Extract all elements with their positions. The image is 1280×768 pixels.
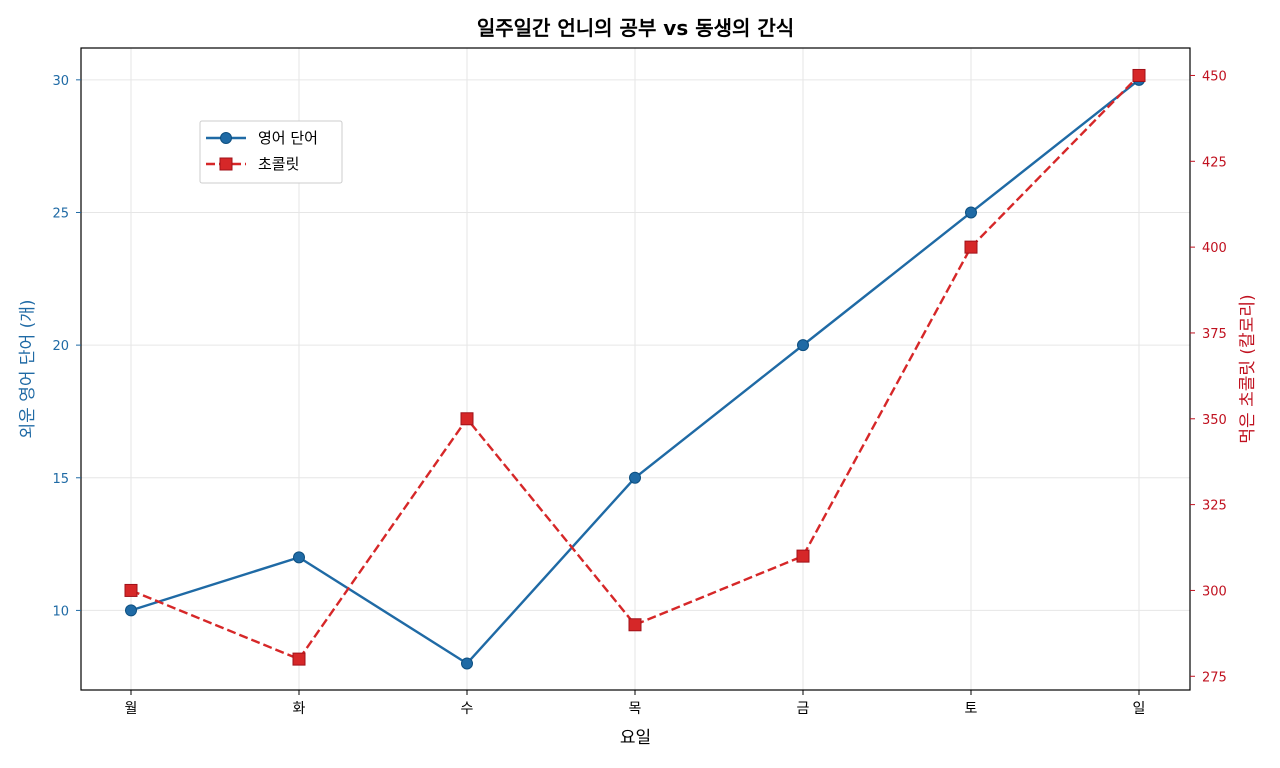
x-tick-label: 목 (629, 701, 642, 717)
left-tick-label: 20 (52, 339, 69, 354)
left-tick-label: 30 (52, 74, 69, 89)
chart-title: 일주일간 언니의 공부 vs 동생의 간식 (477, 16, 794, 40)
x-tick-label: 수 (461, 701, 474, 717)
right-tick-label: 375 (1202, 327, 1227, 342)
right-tick-label: 450 (1202, 69, 1227, 84)
series-2-point (796, 549, 810, 563)
x-tick-label: 화 (293, 701, 306, 717)
series-1-point (965, 206, 977, 219)
legend-box (199, 120, 343, 184)
right-tick-label: 425 (1202, 155, 1227, 170)
right-tick-label: 400 (1202, 241, 1227, 256)
right-tick-label: 300 (1202, 584, 1227, 599)
series-1-point (125, 604, 137, 617)
left-tick-label: 15 (52, 472, 69, 487)
left-tick-label: 10 (52, 604, 69, 619)
series-2-point (1132, 68, 1146, 82)
series-2-point (124, 583, 138, 597)
series-1-point (797, 339, 809, 352)
series-2-point (964, 240, 978, 254)
x-tick-label: 월 (125, 701, 138, 717)
series-1-point (629, 471, 641, 484)
x-tick-label: 토 (965, 701, 978, 717)
left-tick-label: 25 (52, 206, 69, 221)
series-1-point (461, 657, 473, 670)
series-2-point (628, 618, 642, 632)
right-tick-label: 350 (1202, 413, 1227, 428)
series-layer (124, 68, 1146, 670)
legend-label: 영어 단어 (258, 129, 318, 147)
x-tick-label: 금 (797, 701, 810, 717)
series-1-point (293, 551, 305, 564)
x-axis-label: 요일 (620, 728, 651, 748)
left-y-axis: 10 15 20 25 30 (52, 74, 81, 619)
legend-marker (220, 132, 232, 144)
series-2-point (292, 652, 306, 666)
right-tick-label: 275 (1202, 670, 1227, 685)
series-2-point (460, 412, 474, 426)
right-tick-label: 325 (1202, 499, 1227, 514)
right-y-axis: 275 300 325 350 375 400 425 450 (1190, 69, 1227, 685)
x-tick-label: 일 (1133, 701, 1146, 717)
legend-marker (219, 157, 233, 171)
right-y-axis-label: 먹은 초콜릿 (칼로리) (1238, 294, 1258, 443)
left-y-axis-label: 외운 영어 단어 (개) (18, 300, 38, 439)
legend-label: 초콜릿 (258, 155, 299, 173)
